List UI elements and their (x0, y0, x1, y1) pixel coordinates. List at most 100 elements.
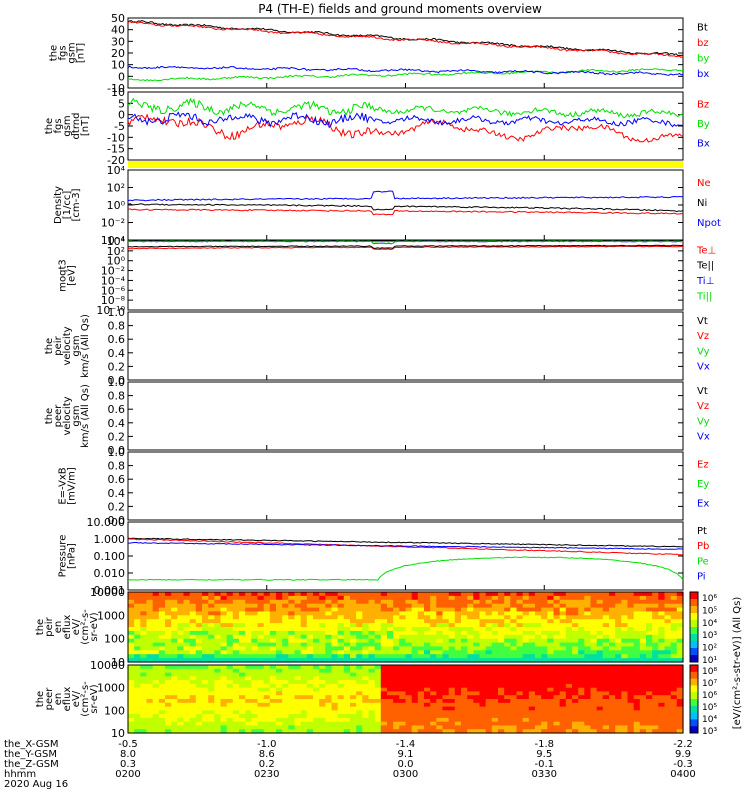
heatmap-cell (627, 642, 635, 648)
heatmap-cell (584, 623, 592, 628)
heatmap-cell (214, 717, 222, 723)
heatmap-cell (535, 691, 542, 696)
heatmap-cell (442, 680, 450, 685)
heatmap-cell (479, 599, 487, 605)
heatmap-cell (578, 615, 585, 620)
heatmap-cell (584, 714, 592, 719)
heatmap-cell (646, 595, 653, 601)
xaxis-row-label: the_Y-GSM (4, 749, 57, 760)
heatmap-cell (263, 687, 271, 693)
heatmap-cell (232, 699, 240, 704)
heatmap-cell (633, 710, 641, 715)
heatmap-cell (670, 592, 678, 597)
heatmap-cell (658, 714, 666, 719)
heatmap-cell (627, 623, 635, 628)
heatmap-cell (578, 721, 585, 727)
heatmap-cell (417, 676, 425, 681)
heatmap-cell (535, 699, 542, 704)
heatmap-cell (368, 699, 376, 704)
heatmap-cell (430, 710, 437, 715)
heatmap-cell (325, 638, 333, 644)
heatmap-cell (232, 615, 240, 620)
heatmap-cell (664, 611, 672, 616)
heatmap-cell (183, 611, 191, 616)
heatmap-cell (417, 729, 425, 734)
heatmap-cell (461, 592, 468, 597)
heatmap-cell (294, 599, 302, 605)
heatmap-cell (670, 615, 678, 620)
heatmap-cell (510, 599, 518, 605)
heatmap-cell (251, 615, 259, 620)
heatmap-cell (646, 630, 653, 636)
heatmap-cell (202, 729, 209, 734)
heatmap-cell (547, 695, 555, 700)
heatmap-cell (479, 717, 487, 723)
legend-Te⊥: Te⊥ (696, 245, 716, 256)
heatmap-cell (609, 646, 616, 651)
heatmap-cell (232, 619, 240, 624)
heatmap-cell (676, 721, 684, 727)
heatmap-cell (485, 595, 493, 601)
heatmap-cell (646, 611, 653, 616)
heatmap-cell (195, 710, 203, 715)
legend-Vt: Vt (697, 316, 708, 327)
heatmap-cell (387, 683, 394, 689)
heatmap-cell (553, 627, 561, 632)
heatmap-cell (454, 619, 462, 624)
heatmap-cell (473, 595, 481, 601)
heatmap-cell (621, 672, 629, 677)
heatmap-cell (313, 654, 320, 659)
heatmap-cell (411, 630, 419, 636)
heatmap-cell (128, 668, 135, 674)
heatmap-cell (596, 691, 604, 696)
heatmap-cell (547, 646, 555, 651)
heatmap-cell (442, 630, 450, 636)
heatmap-cell (343, 619, 351, 624)
heatmap-cell (553, 607, 561, 613)
heatmap-cell (424, 714, 431, 719)
heatmap-cell (368, 646, 376, 651)
y-tick-label: 10⁻⁸ (101, 294, 126, 307)
heatmap-cell (658, 683, 666, 689)
heatmap-cell (584, 627, 592, 632)
heatmap-cell (313, 650, 320, 655)
heatmap-cell (664, 702, 672, 708)
heatmap-cell (189, 710, 197, 715)
heatmap-cell (251, 642, 259, 648)
heatmap-cell (411, 642, 419, 648)
heatmap-cell (350, 710, 357, 715)
heatmap-cell (356, 638, 363, 644)
heatmap-cell (553, 706, 561, 711)
heatmap-cell (158, 642, 166, 648)
heatmap-cell (387, 658, 394, 663)
heatmap-cell (306, 615, 314, 620)
heatmap-cell (165, 699, 172, 704)
heatmap-cell (220, 607, 228, 613)
heatmap-cell (448, 627, 456, 632)
heatmap-cell (356, 623, 363, 628)
heatmap-cell (239, 710, 246, 715)
heatmap-cell (387, 603, 394, 609)
heatmap-cell (393, 717, 400, 723)
heatmap-cell (152, 595, 160, 601)
heatmap-cell (356, 683, 363, 689)
heatmap-cell (226, 714, 234, 719)
y-tick-label: 1.0 (108, 446, 126, 459)
heatmap-cell (208, 710, 215, 715)
heatmap-cell (140, 627, 148, 632)
heatmap-cell (152, 634, 160, 640)
heatmap-cell (300, 665, 308, 670)
heatmap-cell (146, 603, 154, 609)
heatmap-cell (621, 619, 629, 624)
heatmap-cell (498, 658, 505, 663)
heatmap-cell (627, 611, 635, 616)
heatmap-cell (140, 729, 148, 734)
heatmap-cell (596, 714, 604, 719)
heatmap-cell (436, 627, 444, 632)
heatmap-cell (362, 725, 370, 730)
heatmap-cell (337, 714, 345, 719)
heatmap-cell (282, 623, 289, 628)
heatmap-cell (602, 714, 610, 719)
legend-Vy: Vy (697, 416, 710, 427)
heatmap-cell (615, 595, 622, 601)
